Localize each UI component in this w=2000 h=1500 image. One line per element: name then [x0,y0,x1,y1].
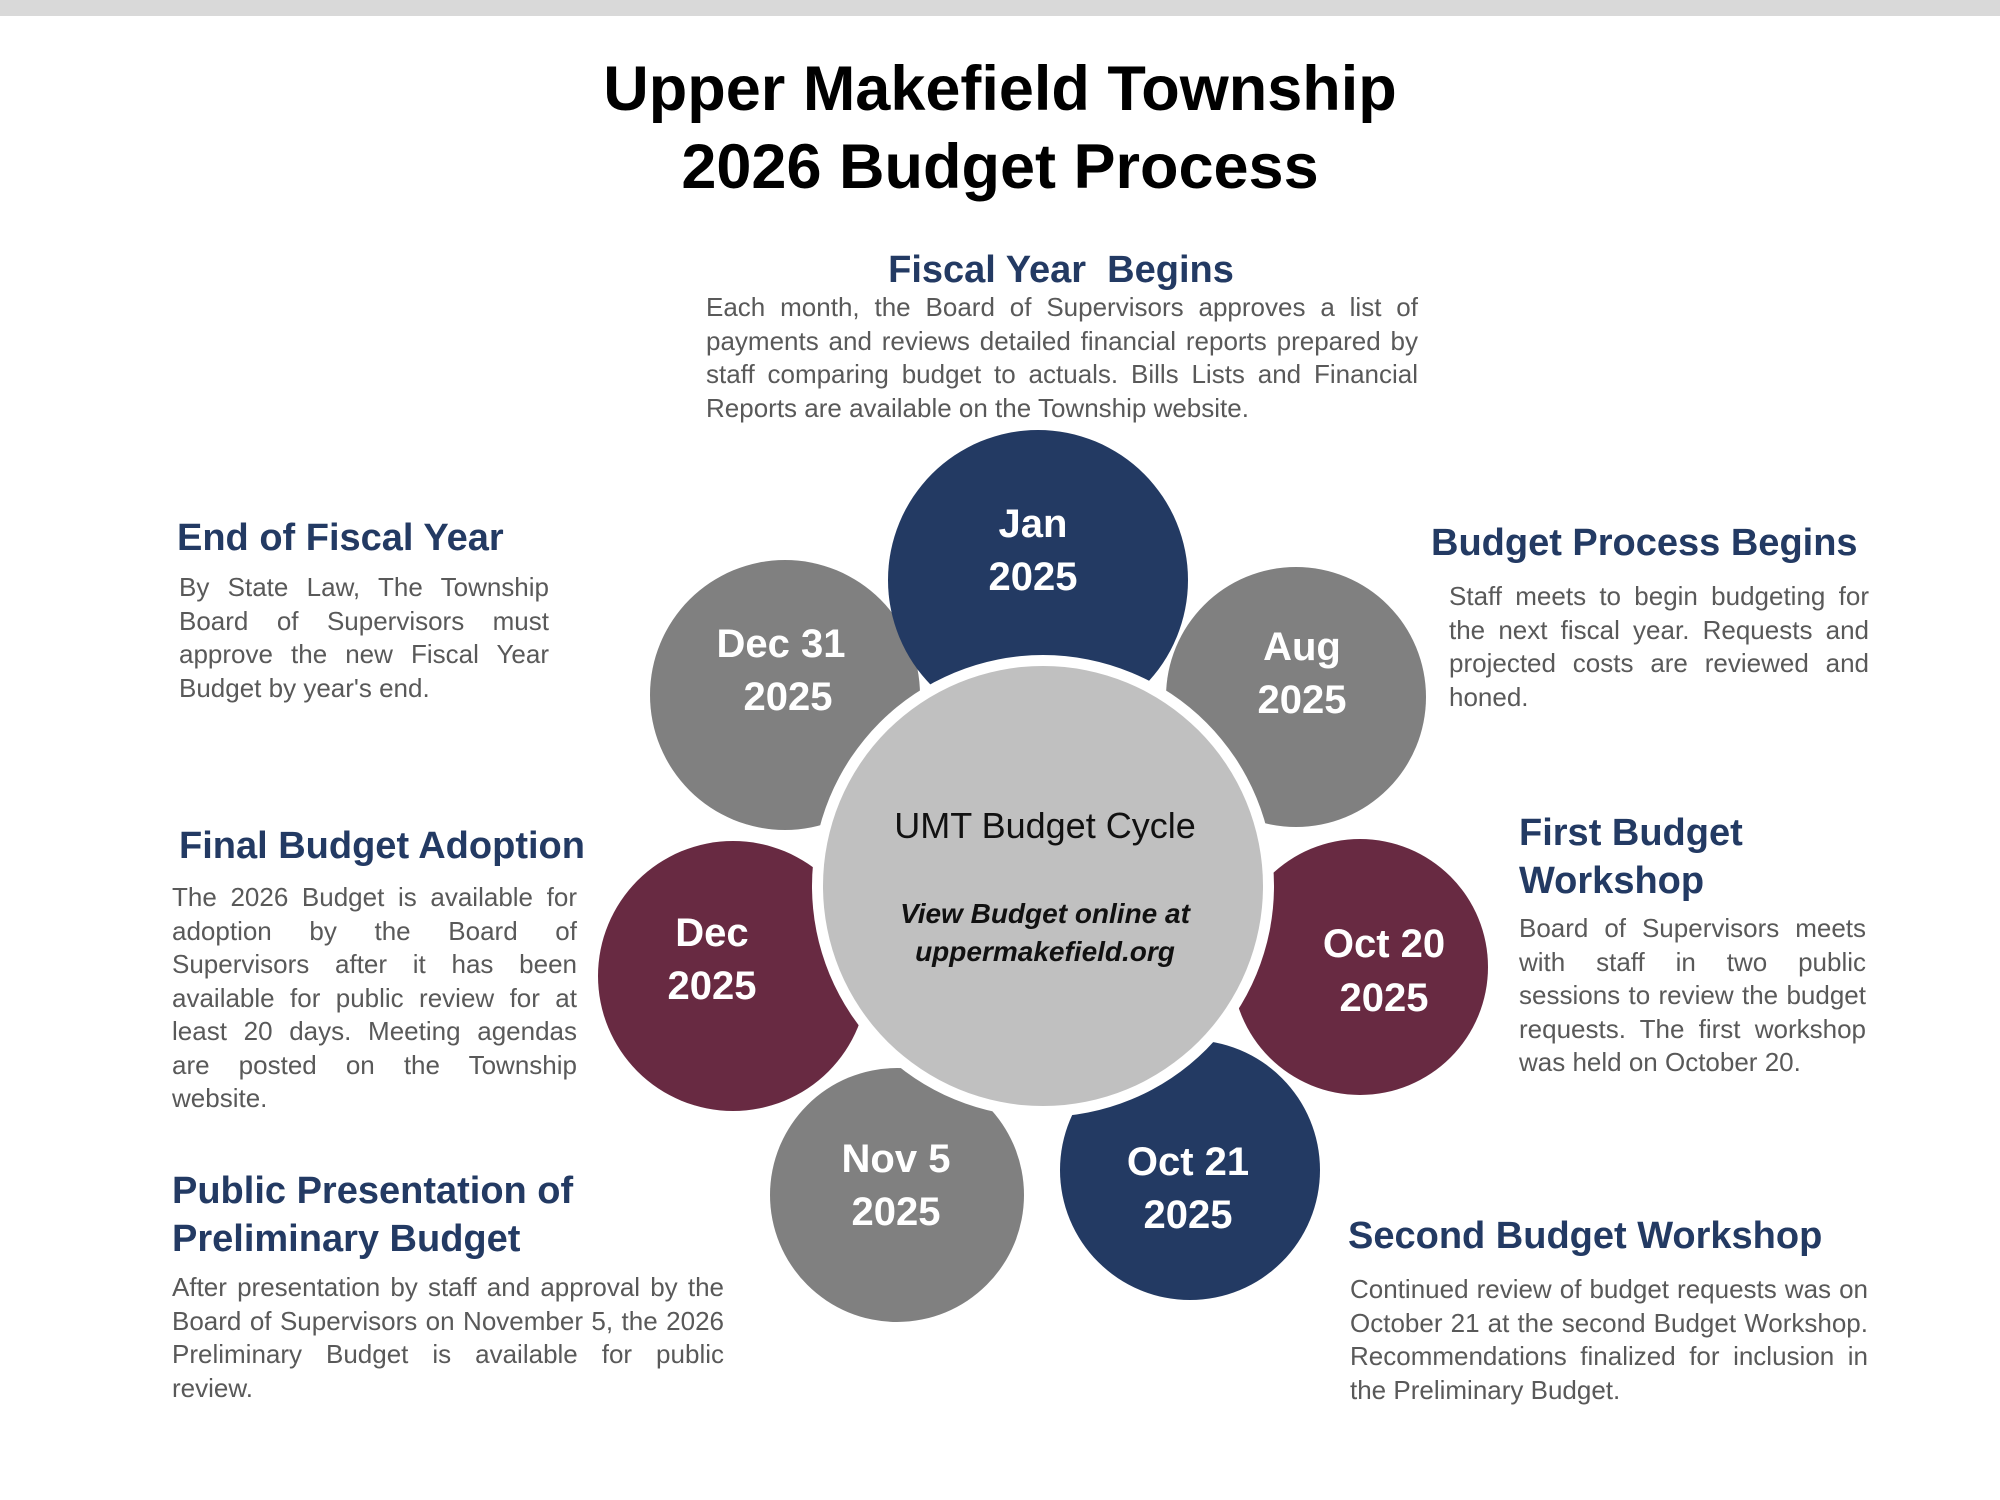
date-nov5-year: 2025 [852,1190,941,1234]
heading-public-presentation-line-1: Public Presentation of [172,1170,574,1212]
heading-first-budget-workshop-line-1: First Budget [1519,812,1743,854]
date-jan-month: Jan [999,502,1068,546]
heading-first-budget-workshop-line-2: Workshop [1519,860,1705,902]
date-aug-year: 2025 [1258,678,1347,722]
heading-first-budget-workshop: First Budget Workshop [1519,809,1879,905]
heading-public-presentation-line-2: Preliminary Budget [172,1218,521,1260]
heading-end-of-fiscal-year: End of Fiscal Year [177,517,504,559]
date-dec31-year: 2025 [744,675,833,719]
page-title-line-2: 2026 Budget Process [681,132,1319,202]
date-jan-year: 2025 [989,555,1078,599]
cycle-circle-oct21 [1060,1040,1320,1300]
date-dec31-month: Dec 31 [717,622,846,666]
desc-final-budget-adoption: The 2026 Budget is available for adoptio… [172,882,577,1113]
cycle-circle-dec [598,841,868,1111]
cycle-circle-jan [888,430,1188,730]
date-dec-month: Dec [675,911,748,955]
top-border-bar [0,0,2000,16]
date-aug-month: Aug [1263,625,1341,669]
cycle-circle-nov5 [770,1068,1024,1322]
center-link-line-2: uppermakefield.org [915,936,1175,967]
page-title: Upper Makefield Township 2026 Budget Pro… [0,50,2000,206]
heading-public-presentation: Public Presentation of Preliminary Budge… [172,1167,732,1263]
desc-budget-process-begins: Staff meets to begin budgeting for the n… [1449,581,1869,712]
desc-fiscal-year-begins: Each month, the Board of Supervisors app… [706,292,1418,423]
center-link-line-1: View Budget online at [900,898,1192,929]
desc-end-of-fiscal-year: By State Law, The Township Board of Supe… [179,572,549,703]
desc-public-presentation: After presentation by staff and approval… [172,1272,724,1403]
heading-second-budget-workshop: Second Budget Workshop [1348,1215,1823,1257]
center-title: UMT Budget Cycle [894,805,1195,846]
date-nov5-month: Nov 5 [842,1137,951,1181]
date-oct20-month: Oct 20 [1323,922,1445,966]
date-oct20-year: 2025 [1340,976,1429,1020]
date-dec-year: 2025 [668,964,757,1008]
heading-fiscal-year-begins: Fiscal Year Begins [888,249,1234,291]
heading-final-budget-adoption: Final Budget Adoption [179,825,585,867]
desc-second-budget-workshop: Continued review of budget requests was … [1350,1274,1868,1405]
cycle-circle-oct20 [1232,839,1488,1095]
desc-first-budget-workshop: Board of Supervisors meets with staff in… [1519,913,1866,1077]
date-oct21-month: Oct 21 [1127,1140,1249,1184]
page-title-line-1: Upper Makefield Township [603,54,1397,124]
date-oct21-year: 2025 [1144,1193,1233,1237]
heading-budget-process-begins: Budget Process Begins [1431,522,1858,564]
cycle-center-circle [823,666,1263,1106]
